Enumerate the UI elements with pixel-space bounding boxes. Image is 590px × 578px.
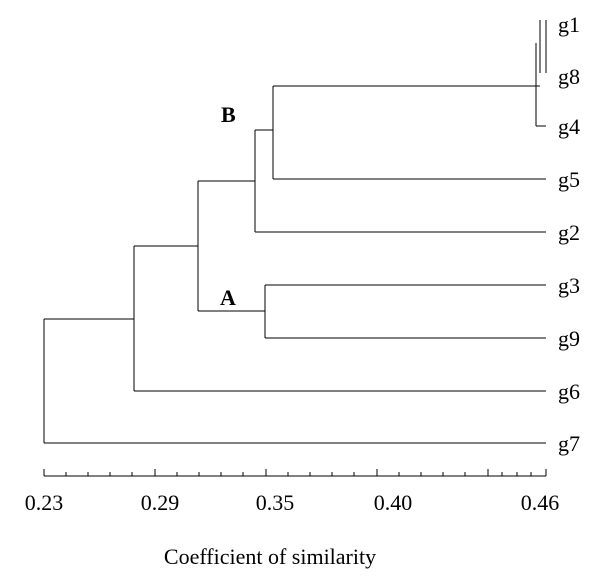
cluster-label-a: A <box>220 285 236 310</box>
leaf-label-g8: g8 <box>558 64 580 89</box>
leaf-label-g7: g7 <box>558 431 580 456</box>
cluster-labels: B A <box>220 102 236 310</box>
tick-label-0-29: 0.29 <box>141 490 180 515</box>
leaf-label-g5: g5 <box>558 167 580 192</box>
leaf-label-g1: g1 <box>558 12 580 37</box>
tick-label-0-46: 0.46 <box>521 490 560 515</box>
leaf-label-g3: g3 <box>558 273 580 298</box>
leaf-labels: g1 g8 g4 g5 g2 g3 g9 g6 g7 <box>558 12 580 456</box>
x-axis-title: Coefficient of similarity <box>164 544 376 569</box>
x-axis-tick-labels: 0.23 0.29 0.35 0.40 0.46 <box>25 490 560 515</box>
leaf-label-g4: g4 <box>558 114 580 139</box>
x-axis: 0.23 0.29 0.35 0.40 0.46 Coefficient of … <box>25 469 560 569</box>
tick-label-0-23: 0.23 <box>25 490 64 515</box>
x-axis-ticks <box>43 469 547 476</box>
branch-lines <box>43 20 547 444</box>
leaf-label-g9: g9 <box>558 326 580 351</box>
tick-label-0-35: 0.35 <box>256 490 295 515</box>
cluster-label-b: B <box>221 102 236 127</box>
tick-label-0-40: 0.40 <box>374 490 413 515</box>
leaf-label-g6: g6 <box>558 379 580 404</box>
leaf-label-g2: g2 <box>558 220 580 245</box>
